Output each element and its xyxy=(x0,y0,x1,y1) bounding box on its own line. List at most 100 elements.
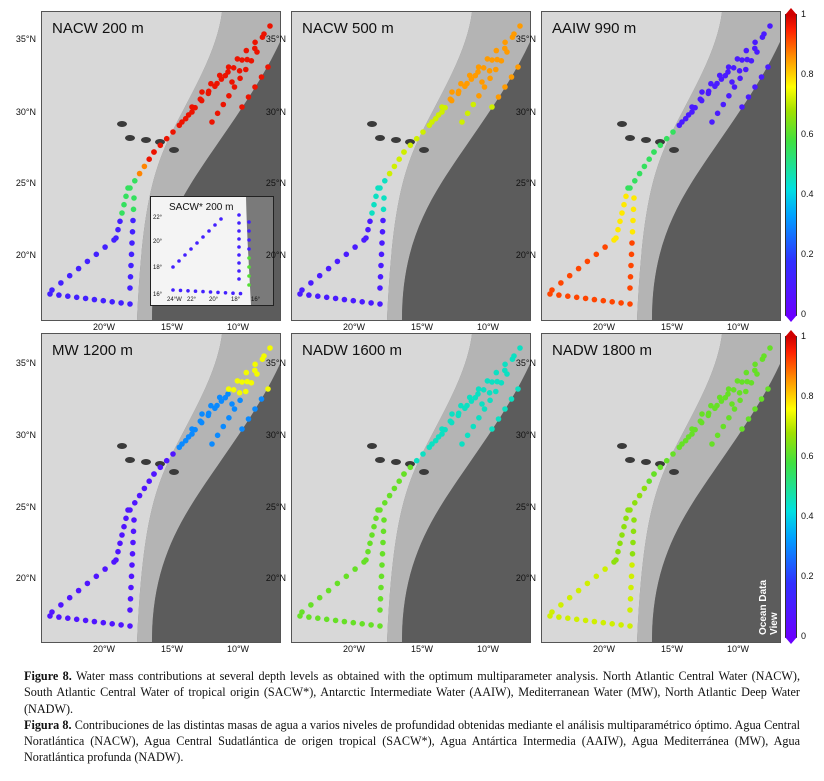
island xyxy=(641,459,651,465)
station-dot xyxy=(146,478,152,484)
station-dot xyxy=(593,573,600,580)
land-area xyxy=(152,364,280,642)
colorbar-arrow-top xyxy=(785,330,797,337)
station-dot xyxy=(759,34,766,40)
station-dot xyxy=(237,277,241,281)
station-dot xyxy=(325,265,332,272)
station-dot xyxy=(381,195,387,201)
station-dot xyxy=(435,434,442,440)
lon-label-20w: 20°W xyxy=(592,322,616,332)
station-dot xyxy=(623,515,629,522)
station-dot xyxy=(391,163,398,170)
station-dot xyxy=(115,226,121,233)
station-dot xyxy=(429,119,435,125)
station-dot xyxy=(220,101,227,108)
station-dot xyxy=(726,93,732,99)
land-area xyxy=(402,364,530,642)
station-dot xyxy=(130,217,136,224)
station-dot xyxy=(602,566,608,572)
station-dot xyxy=(100,619,107,626)
island xyxy=(169,147,179,153)
station-dot xyxy=(629,562,635,568)
inset-lon-label: 24°W xyxy=(167,297,182,303)
station-dot xyxy=(720,101,727,108)
shelf-area xyxy=(137,12,280,320)
lat-label-25n: 25°N xyxy=(515,502,536,512)
figure-caption: Figure 8. Water mass contributions at se… xyxy=(24,668,800,766)
station-dot xyxy=(216,72,223,79)
map-canvas xyxy=(292,12,530,320)
station-dot xyxy=(380,217,386,224)
island xyxy=(669,147,679,153)
station-dot xyxy=(315,615,321,621)
station-dot xyxy=(722,72,729,79)
inset-lat-label: 18° xyxy=(153,265,163,271)
station-dot xyxy=(489,379,495,385)
ocean-area xyxy=(292,334,472,642)
station-dot xyxy=(109,621,115,627)
station-dot xyxy=(470,423,477,430)
station-dot xyxy=(765,64,771,70)
station-dot xyxy=(515,386,521,392)
station-dot xyxy=(343,573,350,580)
station-dot xyxy=(705,410,712,417)
island xyxy=(625,457,635,463)
station-dot xyxy=(220,423,227,430)
station-dot xyxy=(82,295,89,302)
station-dot xyxy=(130,528,137,535)
station-dot xyxy=(130,539,136,546)
station-dot xyxy=(243,66,249,73)
station-dot xyxy=(234,378,241,384)
station-dot xyxy=(632,500,638,506)
station-dot xyxy=(252,361,258,368)
station-dot xyxy=(630,539,636,546)
station-dot xyxy=(498,380,505,386)
station-dot xyxy=(341,296,348,303)
station-dot xyxy=(368,300,374,306)
station-dot xyxy=(697,418,704,424)
station-dot xyxy=(193,289,198,293)
station-dot xyxy=(213,223,217,227)
station-dot xyxy=(377,623,383,629)
station-dot xyxy=(657,464,664,471)
station-dot xyxy=(484,56,491,62)
station-dot xyxy=(252,39,258,46)
inset-lon-label: 22° xyxy=(187,297,197,303)
lat-label-35n: 35°N xyxy=(515,34,536,44)
station-dot xyxy=(459,441,465,447)
station-dot xyxy=(377,274,384,280)
station-dot xyxy=(367,540,373,547)
station-dot xyxy=(627,274,634,280)
station-dot xyxy=(575,265,582,272)
station-dot xyxy=(714,80,720,87)
station-dot xyxy=(230,387,237,393)
station-dot xyxy=(237,397,243,404)
station-dot xyxy=(549,609,555,615)
lat-label-30n: 30°N xyxy=(265,430,286,440)
lon-label-15w: 15°W xyxy=(410,644,434,654)
map-panel-nadw-1600: NADW 1600 m xyxy=(291,333,531,643)
island xyxy=(155,139,165,145)
station-dot xyxy=(618,622,624,628)
station-dot xyxy=(163,457,170,464)
lon-label-20w: 20°W xyxy=(592,644,616,654)
station-dot xyxy=(131,195,137,201)
station-dot xyxy=(627,185,633,191)
colorbar-arrow-top xyxy=(785,8,797,15)
station-dot xyxy=(252,367,258,374)
station-dot xyxy=(247,238,251,242)
station-dot xyxy=(420,451,426,457)
station-dot xyxy=(248,380,255,386)
station-dot xyxy=(209,119,215,125)
station-dot xyxy=(476,415,482,421)
station-dot xyxy=(502,406,508,412)
station-dot xyxy=(725,386,732,392)
station-dot xyxy=(231,291,235,295)
land-area xyxy=(402,42,530,320)
station-dot xyxy=(117,218,123,225)
inset-title: SACW* 200 m xyxy=(169,202,234,213)
station-dot xyxy=(493,47,500,54)
station-dot xyxy=(705,88,712,95)
station-dot xyxy=(630,217,636,224)
station-dot xyxy=(475,386,482,392)
